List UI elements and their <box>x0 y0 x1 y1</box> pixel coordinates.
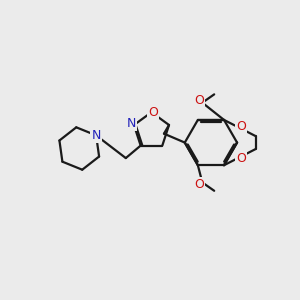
Text: O: O <box>194 94 204 107</box>
Text: N: N <box>92 129 101 142</box>
Text: O: O <box>236 120 246 133</box>
Text: O: O <box>194 178 204 191</box>
Text: O: O <box>148 106 158 119</box>
Text: N: N <box>126 117 136 130</box>
Text: O: O <box>236 152 246 165</box>
